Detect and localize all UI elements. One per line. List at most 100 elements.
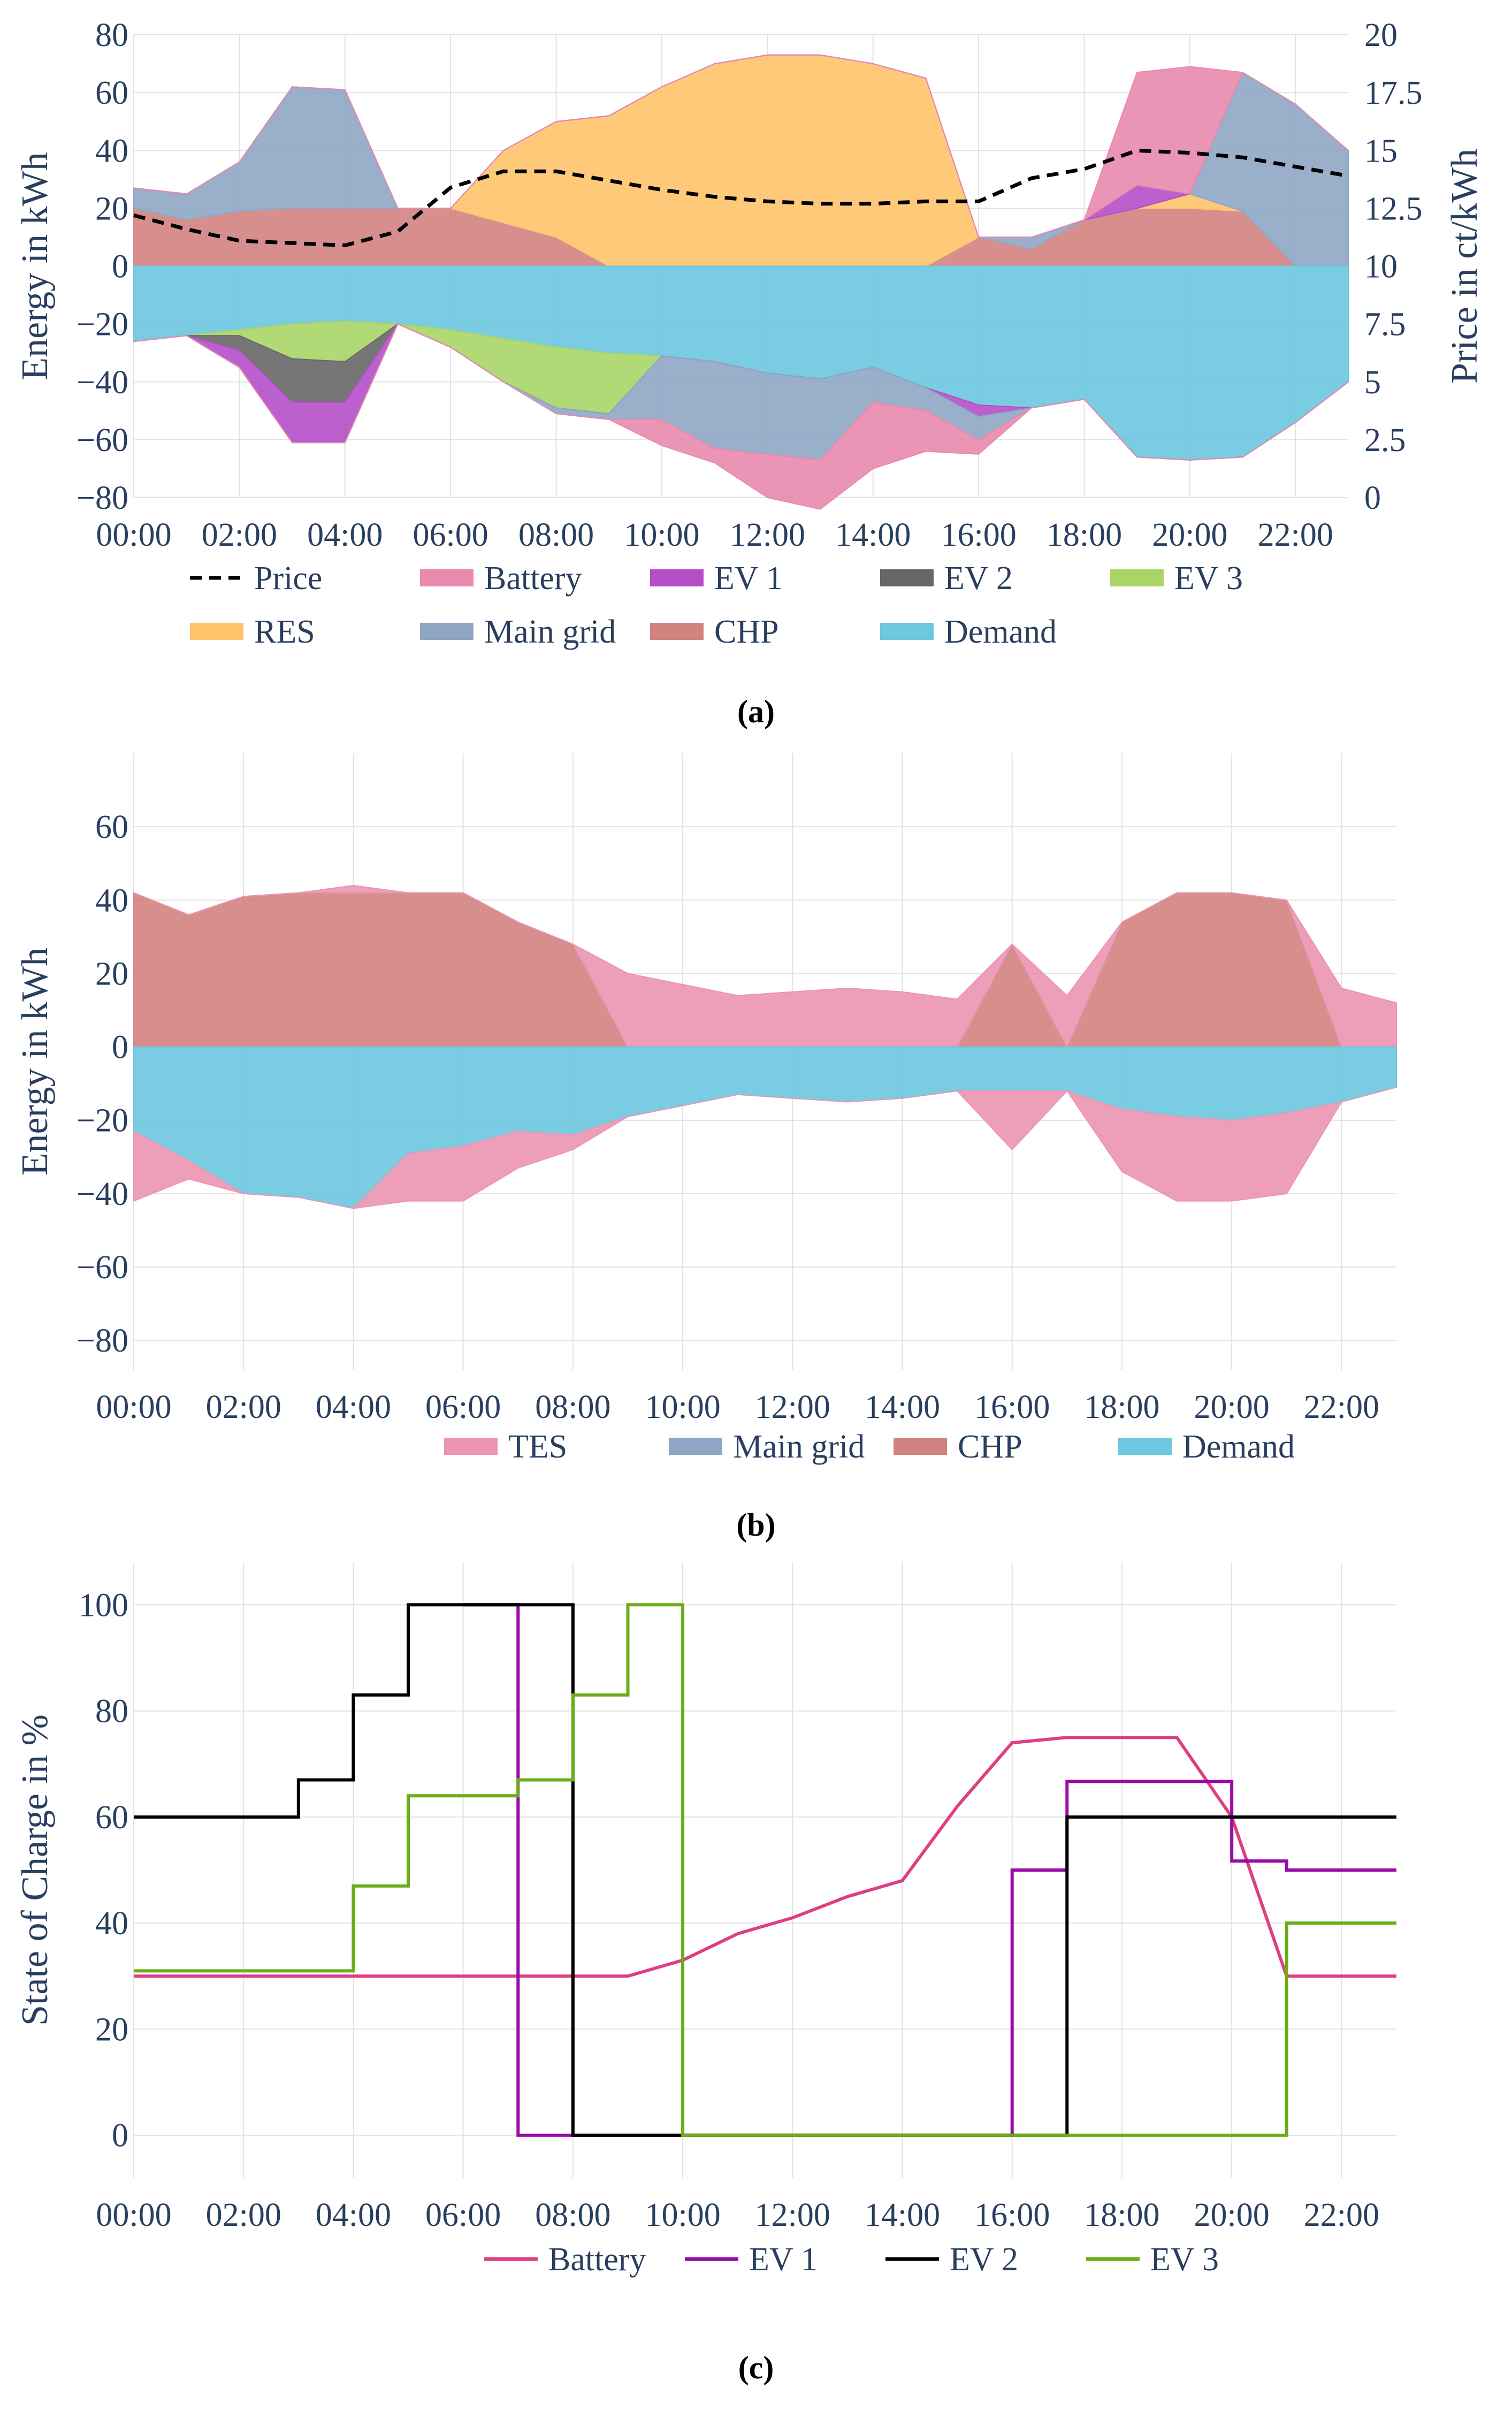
y-tick-label: −20 bbox=[77, 307, 128, 343]
x-tick-label: 20:00 bbox=[1194, 2197, 1270, 2233]
legend-label-main-grid: Main grid bbox=[733, 1429, 865, 1465]
y-tick-label: 100 bbox=[79, 1587, 128, 1623]
x-tick-label: 02:00 bbox=[206, 2197, 281, 2233]
legend-label-chp: CHP bbox=[958, 1429, 1022, 1465]
legend-swatch-battery bbox=[420, 569, 474, 586]
legend-label-ev-2: EV 2 bbox=[944, 560, 1013, 597]
y-axis-title: Energy in kWh bbox=[14, 152, 56, 380]
panel-a: 00:00 02:00 04:00 06:00 08:00 10:00 12:00 14:00… bbox=[14, 17, 1485, 729]
legend-label-price: Price bbox=[254, 560, 322, 597]
y-tick-label: −40 bbox=[77, 364, 128, 401]
x-tick-label: 12:00 bbox=[730, 517, 805, 553]
x-tick-label: 02:00 bbox=[202, 517, 277, 553]
y-tick-label: 20 bbox=[95, 190, 128, 227]
x-tick-label: 22:00 bbox=[1304, 1389, 1379, 1425]
x-tick-label: 04:00 bbox=[316, 1389, 391, 1425]
area-battery bbox=[133, 54, 1349, 238]
y-tick-label: 20 bbox=[95, 956, 128, 992]
x-tick-label: 00:00 bbox=[96, 1389, 171, 1425]
x-tick-label: 20:00 bbox=[1152, 517, 1227, 553]
legend-label-main-grid: Main grid bbox=[484, 614, 616, 650]
y-tick-label: 40 bbox=[95, 1905, 128, 1942]
panel-b: 00:00 02:00 04:00 06:00 08:00 10:00 12:00 14:00… bbox=[14, 753, 1397, 1543]
line-ev-1 bbox=[463, 1603, 1396, 2137]
legend-swatch-demand bbox=[880, 623, 934, 640]
y2-tick-label: 15 bbox=[1364, 133, 1398, 169]
y-tick-label: −60 bbox=[77, 1249, 128, 1286]
x-tick-label: 02:00 bbox=[206, 1389, 281, 1425]
x-tick-label: 10:00 bbox=[645, 2197, 720, 2233]
legend-label-ev-3: EV 3 bbox=[1150, 2241, 1219, 2278]
y-tick-label: −60 bbox=[77, 422, 128, 459]
x-tick-label: 16:00 bbox=[941, 517, 1017, 553]
y2-tick-label: 20 bbox=[1364, 17, 1398, 54]
legend-label-chp: CHP bbox=[714, 614, 779, 650]
x-tick-label: 10:00 bbox=[624, 517, 699, 553]
y-tick-label: 0 bbox=[112, 1029, 128, 1066]
x-tick-label: 14:00 bbox=[835, 517, 911, 553]
y-tick-label: 60 bbox=[95, 1799, 128, 1836]
price-line bbox=[133, 148, 1349, 248]
y2-tick-label: 2.5 bbox=[1364, 422, 1406, 459]
x-tick-label: 18:00 bbox=[1084, 2197, 1159, 2233]
x-tick-label: 18:00 bbox=[1084, 1389, 1159, 1425]
legend-swatch-tes bbox=[444, 1438, 498, 1455]
y-tick-label: 60 bbox=[95, 809, 128, 845]
line-ev-3 bbox=[134, 1603, 1396, 2137]
x-tick-label: 04:00 bbox=[316, 2197, 391, 2233]
y-tick-label: 0 bbox=[112, 249, 128, 285]
legend-swatch-ev-3 bbox=[1110, 569, 1164, 586]
y-axis-title: Energy in kWh bbox=[14, 948, 56, 1176]
legend-swatch-main-grid bbox=[420, 623, 474, 640]
x-tick-label: 22:00 bbox=[1304, 2197, 1379, 2233]
x-tick-label: 00:00 bbox=[96, 517, 171, 553]
legend-swatch-ev-1 bbox=[650, 569, 704, 586]
x-tick-label: 18:00 bbox=[1047, 517, 1122, 553]
legend-swatch-main-grid bbox=[669, 1438, 722, 1455]
x-tick-label: 22:00 bbox=[1258, 517, 1333, 553]
y-tick-label: 40 bbox=[95, 882, 128, 919]
legend-swatch-chp bbox=[650, 623, 704, 640]
x-tick-label: 06:00 bbox=[413, 517, 488, 553]
x-tick-label: 06:00 bbox=[425, 2197, 501, 2233]
y2-tick-label: 10 bbox=[1364, 249, 1398, 285]
y-tick-label: −20 bbox=[77, 1103, 128, 1139]
area-tes bbox=[133, 1087, 1397, 1209]
y2-tick-label: 5 bbox=[1364, 364, 1381, 401]
x-tick-label: 08:00 bbox=[535, 2197, 610, 2233]
y2-tick-label: 17.5 bbox=[1364, 75, 1423, 111]
legend-swatch-res bbox=[190, 623, 243, 640]
line-ev-2 bbox=[134, 1603, 1396, 2137]
x-tick-label: 12:00 bbox=[755, 2197, 830, 2233]
legend-label-ev-1: EV 1 bbox=[749, 2241, 818, 2278]
y-tick-label: 40 bbox=[95, 133, 128, 169]
x-tick-label: 16:00 bbox=[974, 2197, 1050, 2233]
line-battery bbox=[134, 1736, 1396, 1978]
x-tick-label: 06:00 bbox=[425, 1389, 501, 1425]
legend-label-ev-3: EV 3 bbox=[1174, 560, 1243, 597]
y2-tick-label: 7.5 bbox=[1364, 307, 1406, 343]
y2-tick-label: 12.5 bbox=[1364, 190, 1423, 227]
x-tick-label: 10:00 bbox=[645, 1389, 720, 1425]
x-tick-label: 14:00 bbox=[865, 2197, 940, 2233]
x-tick-label: 14:00 bbox=[865, 1389, 940, 1425]
y-tick-label: 60 bbox=[95, 75, 128, 111]
x-tick-label: 04:00 bbox=[307, 517, 383, 553]
y2-axis-title: Price in ct/kWh bbox=[1444, 149, 1485, 384]
x-tick-label: 08:00 bbox=[535, 1389, 610, 1425]
legend-swatch-ev-2 bbox=[880, 569, 934, 586]
x-tick-label: 08:00 bbox=[518, 517, 594, 553]
legend-label-res: RES bbox=[254, 614, 315, 650]
x-tick-label: 12:00 bbox=[755, 1389, 830, 1425]
legend-label-demand: Demand bbox=[944, 614, 1057, 650]
y-axis-title: State of Charge in % bbox=[14, 1714, 56, 2026]
y-tick-label: 20 bbox=[95, 2011, 128, 2048]
x-tick-label: 16:00 bbox=[974, 1389, 1050, 1425]
y2-tick-label: 0 bbox=[1364, 480, 1381, 516]
y-tick-label: 80 bbox=[95, 17, 128, 54]
legend-swatch-chp bbox=[894, 1438, 947, 1455]
panel-c: 00:00 02:00 04:00 06:00 08:00 10:00 12:00 14:00… bbox=[14, 1562, 1396, 2385]
panel-caption: (b) bbox=[736, 1507, 775, 1543]
area-tes bbox=[133, 884, 1397, 1048]
